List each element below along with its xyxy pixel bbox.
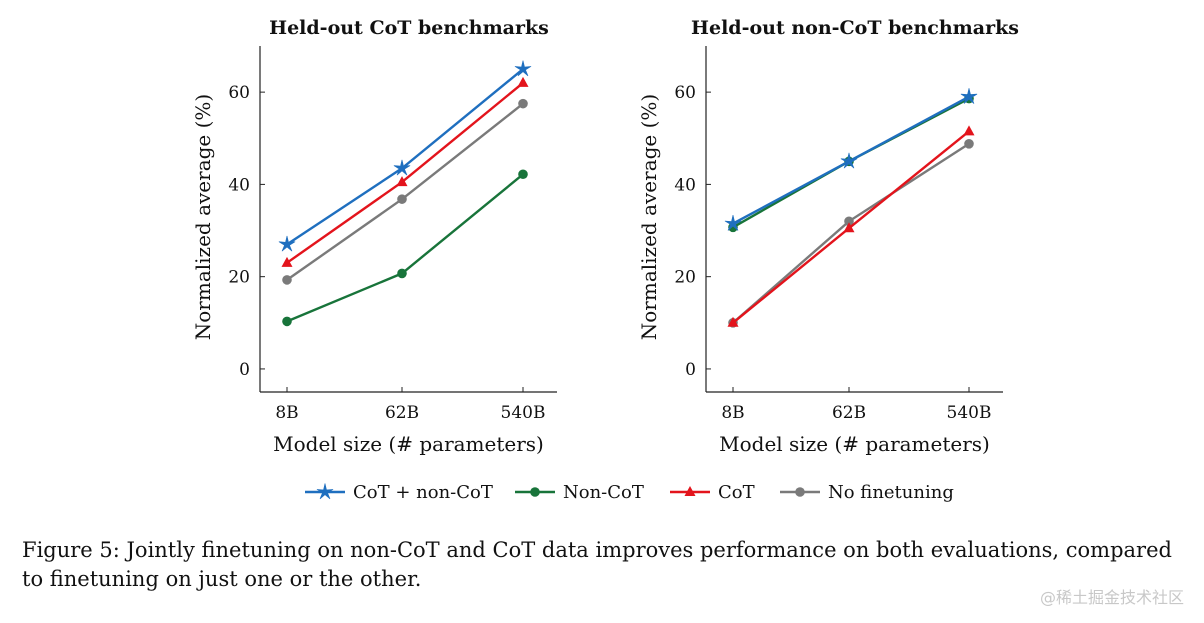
- data-point: [960, 88, 978, 104]
- x-axis-label: Model size (# parameters): [719, 432, 990, 456]
- data-point: [397, 268, 407, 279]
- x-tick-label: 8B: [721, 403, 744, 423]
- legend-label: Non-CoT: [563, 482, 644, 503]
- series-line: [732, 142, 970, 324]
- series-cot-non-cot: [724, 88, 978, 231]
- data-point: [518, 169, 528, 180]
- x-tick-label: 540B: [947, 403, 992, 423]
- series-cot-non-cot: [278, 60, 532, 252]
- legend-marker: [530, 487, 540, 497]
- legend-marker: [316, 483, 334, 500]
- data-point: [517, 76, 529, 87]
- legend-marker: [684, 486, 696, 496]
- y-axis-label: Normalized average (%): [637, 94, 661, 340]
- legend-label: CoT + non-CoT: [353, 482, 493, 503]
- data-point: [396, 176, 408, 187]
- data-point: [278, 235, 296, 252]
- legend-label: No finetuning: [828, 482, 954, 503]
- figure-charts: Held-out CoT benchmarks 0 20 40 60 8B 62B 540B M…: [191, 17, 1019, 503]
- x-axis-label: Model size (# parameters): [273, 432, 544, 456]
- y-tick-label: 0: [239, 360, 250, 380]
- series-non-cot: [282, 169, 528, 327]
- legend-item: CoT: [670, 482, 755, 503]
- data-point: [393, 159, 411, 176]
- x-tick-label: 8B: [275, 403, 298, 423]
- series-no-finetuning: [728, 139, 974, 328]
- data-point: [840, 152, 858, 169]
- figure-caption: Figure 5: Jointly finetuning on non-CoT …: [22, 538, 1172, 591]
- y-tick-label: 40: [674, 175, 696, 195]
- data-point: [397, 194, 407, 204]
- y-tick-label: 40: [228, 175, 250, 195]
- series-cot: [727, 125, 975, 327]
- series-line: [286, 68, 524, 246]
- data-point: [843, 222, 855, 233]
- watermark: @稀土掘金技术社区: [1039, 588, 1184, 607]
- y-axis-label: Normalized average (%): [191, 94, 215, 340]
- legend-item: No finetuning: [780, 482, 954, 503]
- x-tick-label: 62B: [385, 403, 419, 423]
- data-point: [727, 316, 739, 327]
- y-tick-label: 60: [674, 83, 696, 103]
- legend: CoT + non-CoT Non-CoT CoT No finetuning: [305, 482, 954, 503]
- data-point: [282, 316, 292, 327]
- legend-label: CoT: [718, 482, 755, 503]
- y-tick-label: 20: [674, 268, 696, 288]
- series-cot: [281, 76, 529, 267]
- y-tick-label: 20: [228, 268, 250, 288]
- series-line: [286, 102, 524, 281]
- data-point: [724, 215, 742, 231]
- data-point: [964, 139, 974, 149]
- data-point: [518, 98, 528, 109]
- x-tick-label: 540B: [501, 403, 546, 423]
- data-point: [844, 216, 854, 227]
- series-no-finetuning: [282, 98, 528, 285]
- chart-title: Held-out non-CoT benchmarks: [691, 17, 1019, 39]
- legend-item: CoT + non-CoT: [305, 482, 493, 503]
- data-point: [282, 275, 292, 285]
- chart-panel-2: Held-out non-CoT benchmarks 0 20 40 60 8B 62B 5…: [637, 17, 1019, 456]
- chart-title: Held-out CoT benchmarks: [269, 17, 549, 39]
- y-tick-label: 60: [228, 83, 250, 103]
- data-point: [281, 256, 293, 267]
- data-point: [514, 60, 532, 77]
- legend-item: Non-CoT: [515, 482, 644, 503]
- x-tick-label: 62B: [832, 403, 866, 423]
- legend-marker: [795, 487, 805, 497]
- y-tick-label: 0: [685, 360, 696, 380]
- chart-panel-1: Held-out CoT benchmarks 0 20 40 60 8B 62B 540B M…: [191, 17, 557, 456]
- data-point: [963, 125, 975, 136]
